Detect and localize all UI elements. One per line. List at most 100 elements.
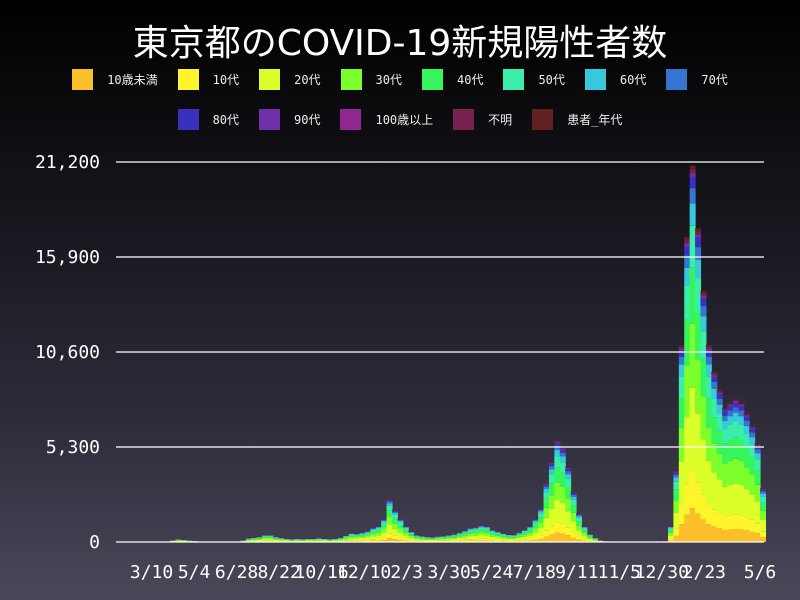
bar-segment [413,537,420,540]
bar-segment [402,538,409,541]
bar-segment [451,538,458,541]
bar-segment [348,536,355,539]
bar-segment [743,489,750,518]
bar-segment [467,533,474,537]
bar-segment [732,401,739,403]
bar-segment [527,526,534,528]
bar-segment [548,495,555,509]
bar-segment [565,511,572,528]
bar-segment [538,538,545,542]
bar-segment [754,459,761,471]
bar-segment [738,416,745,425]
bar-segment [278,538,285,540]
legend-item[interactable]: 80代 [177,109,239,130]
bar-segment [754,470,761,485]
bar-segment [716,389,723,392]
bar-segment [494,537,501,540]
bar-segment [716,398,723,405]
legend-swatch [503,69,525,90]
bar-segment [489,530,496,531]
bar-segment [359,537,366,541]
bar-segment [348,534,355,536]
bar-segment [592,538,599,540]
legend-item[interactable]: 10歳未満 [72,69,158,90]
bar-segment [700,298,707,307]
bar-segment [668,526,674,528]
bar-segment [548,474,555,484]
bar-segment [738,404,745,407]
bar-segment [424,540,431,542]
bar-segment [180,540,187,542]
legend-item[interactable]: 90代 [259,109,320,130]
bar-segment [760,491,766,494]
bar-segment [754,443,761,445]
legend-item[interactable]: 40代 [422,69,483,90]
bar-segment [532,537,539,540]
chart-title: 東京都のCOVID-19新規陽性者数 [132,23,668,64]
bar-segment [370,531,377,534]
bar-segment [689,165,696,170]
bar-segment [484,530,490,533]
bar-segment [392,523,398,529]
bar-segment [256,538,263,539]
bar-segment [548,462,555,463]
bar-segment [386,505,393,511]
bar-segment [668,535,674,539]
bar-segment [678,504,685,525]
bar-segment [749,494,756,520]
bar-segment [684,240,691,244]
legend-item[interactable]: 60代 [584,69,646,90]
bar-segment [727,410,734,417]
bar-segment [700,293,707,297]
bar-segment [565,487,572,499]
legend-item[interactable]: 20代 [259,69,321,90]
bar-segment [554,440,561,442]
legend-label: 30代 [375,73,402,87]
bar-segment [565,498,572,512]
bar-segment [364,532,371,534]
bar-segment [554,442,561,446]
bar-segment [711,509,718,527]
bar-segment [754,501,761,524]
bar-segment [516,537,523,541]
bar-segment [440,536,447,538]
legend-item[interactable]: 30代 [340,69,402,90]
legend-item[interactable]: 不明 [453,109,512,130]
bar-segment [256,539,263,541]
x-tick-label: 12/30 [635,562,689,583]
bar-segment [484,532,490,536]
bar-segment [554,467,561,483]
bar-segment [402,530,409,533]
bar-segment [511,538,518,541]
bar-segment [543,498,550,508]
legend-item[interactable]: 10代 [177,69,239,90]
bar-segment [743,414,750,416]
bar-segment [760,488,766,490]
bar-segment [749,531,756,542]
bar-segment [532,539,539,542]
legend-item[interactable]: 70代 [666,69,728,90]
bar-segment [456,534,463,537]
bar-segment [722,408,729,411]
bar-segment [700,331,707,359]
bar-segment [467,531,474,534]
legend-swatch [584,69,606,90]
bar-segment [289,540,296,541]
bar-segment [511,535,518,537]
bar-segment [743,433,750,448]
legend-item[interactable]: 患者_年代 [532,109,622,130]
bar-segment [743,447,750,468]
bar-segment [570,499,577,506]
legend-item[interactable]: 50代 [503,69,565,90]
bar-segment [576,525,582,531]
bar-segment [354,537,361,539]
bar-segment [678,350,685,357]
bar-segment [559,462,566,473]
bar-segment [267,536,274,538]
legend-item[interactable]: 100歳以上 [340,109,433,130]
legend-swatch [340,69,362,90]
bar-segment [364,531,371,533]
bar-segment [392,512,398,515]
bar-segment [727,404,734,407]
